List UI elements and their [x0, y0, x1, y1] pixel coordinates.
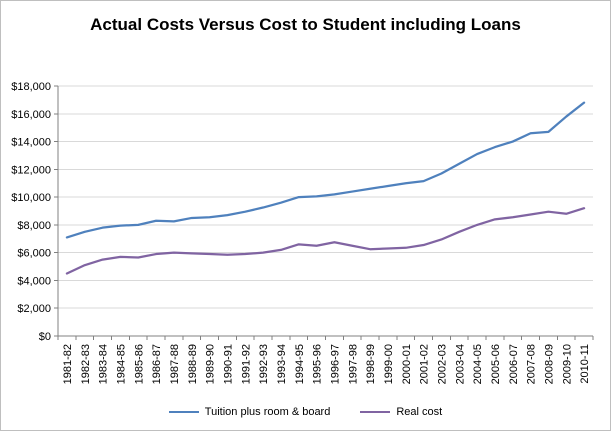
x-axis-tick-label: 1987-88	[169, 344, 181, 384]
x-axis-tick-label: 1985-86	[133, 344, 145, 384]
x-axis-tick-label: 1988-89	[187, 344, 199, 384]
y-axis-tick-label: $0	[39, 331, 51, 343]
plot-area: $0 $2,000 $4,000 $6,000 $8,000 $10,000 $12,000…	[11, 81, 594, 384]
y-axis-tick-label: $18,000	[11, 81, 51, 93]
y-axis-tick-label: $2,000	[17, 303, 51, 315]
x-axis-tick-label: 1982-83	[80, 344, 92, 384]
legend-item-real-cost: Real cost	[360, 406, 442, 418]
y-axis-tick-label: $14,000	[11, 137, 51, 149]
x-axis-tick-label: 2004-05	[472, 344, 484, 384]
legend-item-tuition: Tuition plus room & board	[168, 406, 331, 418]
legend-label-real-cost: Real cost	[396, 406, 443, 418]
x-axis-tick-label: 2010-11	[579, 344, 591, 384]
x-axis-tick-label: 2003-04	[454, 344, 466, 384]
x-axis-tick-label: 1990-91	[222, 344, 234, 384]
series-line-real-cost	[65, 207, 586, 275]
x-axis-tick-label: 1994-95	[294, 344, 306, 384]
chart-title: Actual Costs Versus Cost to Student incl…	[90, 15, 521, 34]
x-axis-tick-label: 1998-99	[365, 344, 377, 384]
x-axis-tick-label: 2000-01	[401, 344, 413, 384]
y-axis-tick-label: $12,000	[11, 164, 51, 176]
y-axis-tick-label: $8,000	[17, 220, 51, 232]
y-axis-tick-label: $16,000	[11, 109, 51, 121]
series-line-tuition	[65, 101, 586, 239]
x-axis-tick-label: 1999-00	[383, 344, 395, 384]
legend-swatch-real-cost-line	[360, 411, 391, 413]
x-axis-tick-label: 1993-94	[276, 344, 288, 384]
y-axis-tick-label: $4,000	[17, 275, 51, 287]
x-axis-tick-label: 2005-06	[490, 344, 502, 384]
x-axis-tick-label: 2002-03	[436, 344, 448, 384]
x-axis-tick-label: 1984-85	[115, 344, 127, 384]
x-axis-tick-label: 1992-93	[258, 344, 270, 384]
y-axis-tick-label: $6,000	[17, 248, 51, 260]
x-axis-tick-label: 1989-90	[205, 344, 217, 384]
x-axis-tick-label: 1995-96	[312, 344, 324, 384]
x-axis-tick-label: 2001-02	[419, 344, 431, 384]
legend: Tuition plus room & board Real cost	[1, 406, 610, 418]
x-axis-tick-label: 1981-82	[62, 344, 74, 384]
x-axis-tick-label: 1983-84	[98, 344, 110, 384]
x-axis-tick-label: 1986-87	[151, 344, 163, 384]
x-axis-tick-label: 2008-09	[543, 344, 555, 384]
x-axis-tick-label: 2006-07	[508, 344, 520, 384]
x-axis-tick-label: 2007-08	[526, 344, 538, 384]
x-axis-tick-label: 1997-98	[347, 344, 359, 384]
legend-label-tuition: Tuition plus room & board	[204, 406, 331, 418]
x-axis-tick-label: 1991-92	[240, 344, 252, 384]
legend-swatch-tuition-line	[168, 411, 199, 413]
x-axis-tick-label: 2009-10	[561, 344, 573, 384]
y-axis-tick-label: $10,000	[11, 192, 51, 204]
x-axis-tick-label: 1996-97	[329, 344, 341, 384]
